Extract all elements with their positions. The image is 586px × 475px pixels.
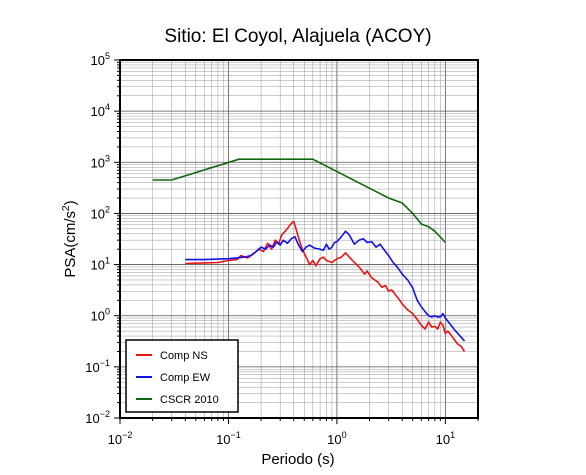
y-tick-label: 105 [91, 51, 110, 68]
legend-label: Comp NS [160, 350, 208, 362]
y-tick-label: 10−1 [85, 358, 110, 375]
x-tick-label: 100 [327, 430, 346, 447]
x-tick-label: 101 [436, 430, 455, 447]
chart-title: Sitio: El Coyol, Alajuela (ACOY) [164, 26, 431, 47]
y-axis-label-tail: ) [62, 200, 79, 205]
legend-label: Comp EW [160, 372, 211, 384]
legend-label: CSCR 2010 [160, 394, 219, 406]
grid-layer [119, 59, 479, 419]
x-axis-label: Periodo (s) [261, 451, 334, 468]
tick-layer: 10−2 10−1 100 101 10−2 10−1 100 101 102 103 104 105 [85, 51, 479, 447]
series-line-2 [185, 230, 466, 342]
y-axis-label: PSA(cm/s2) [61, 200, 79, 277]
series-line-3 [152, 158, 446, 244]
y-tick-label: 102 [91, 204, 110, 221]
y-axis-label-sup: 2 [61, 205, 72, 211]
x-tick-label: 10−1 [216, 430, 241, 447]
x-tick-label: 10−2 [108, 430, 133, 447]
y-axis-label-base: PSA(cm/s [62, 211, 79, 278]
y-tick-label: 100 [91, 307, 110, 324]
y-tick-label: 103 [91, 153, 110, 170]
series-line-1 [185, 220, 466, 352]
y-tick-label: 101 [91, 256, 110, 273]
series-layer [152, 158, 466, 352]
legend: Comp NS Comp EW CSCR 2010 [125, 339, 239, 413]
y-tick-label: 10−2 [85, 409, 110, 426]
y-tick-label: 104 [91, 102, 110, 119]
plot-frame [119, 59, 479, 419]
